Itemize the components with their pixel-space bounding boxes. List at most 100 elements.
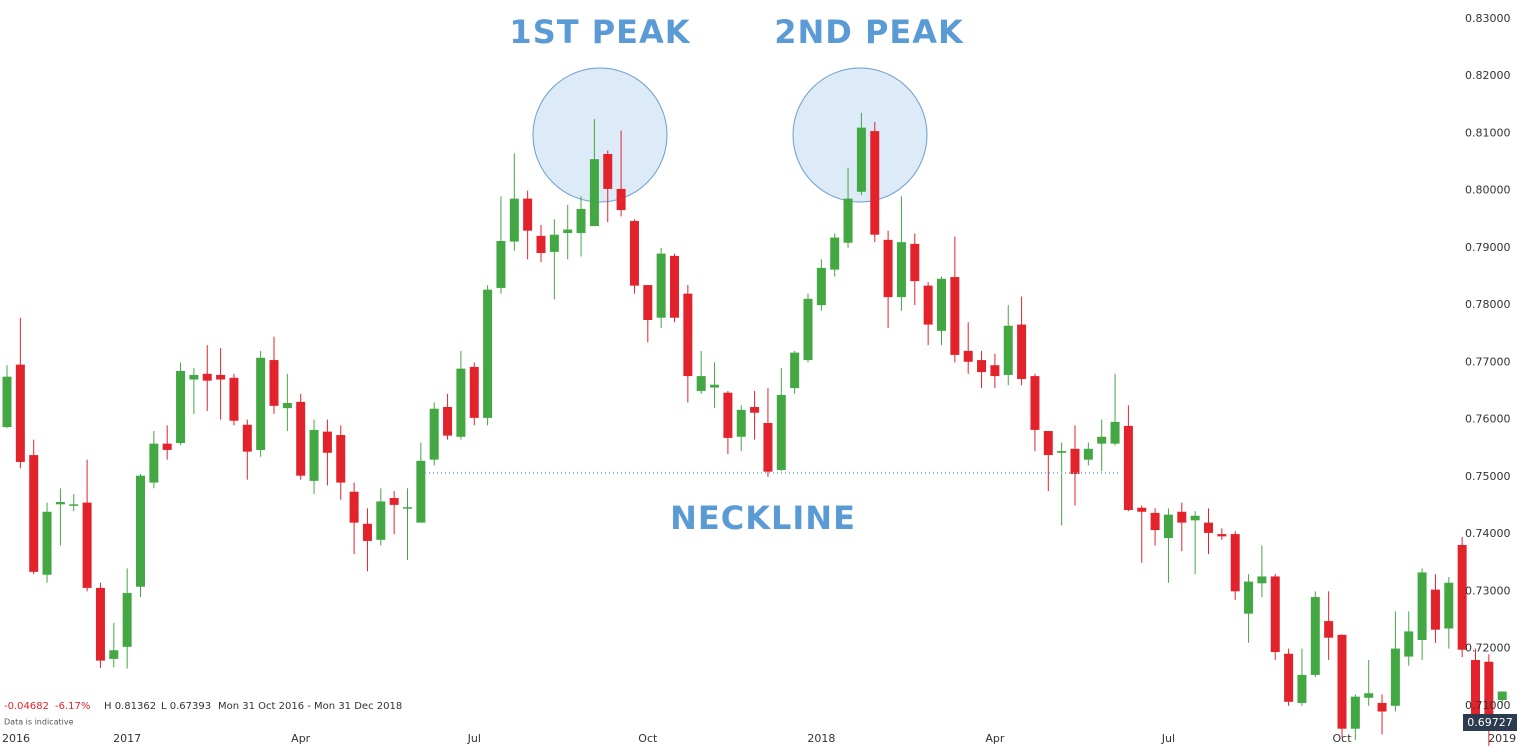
x-tick-label: Apr	[985, 732, 1005, 745]
candle-body	[416, 460, 426, 523]
y-tick-label: 0.79000	[1465, 241, 1511, 254]
candle-body	[282, 402, 292, 409]
info-range: Mon 31 Oct 2016 - Mon 31 Dec 2018	[218, 701, 402, 712]
candle-body	[176, 370, 186, 444]
candle-body	[1324, 621, 1334, 638]
candle-body	[977, 360, 987, 373]
x-tick-label: 2016	[2, 732, 30, 745]
candle-body	[2, 376, 12, 428]
candle-body	[603, 153, 613, 189]
candle-body	[256, 357, 266, 450]
y-tick-label: 0.80000	[1465, 184, 1511, 197]
candle-body	[1404, 631, 1414, 657]
candle-body	[456, 368, 466, 437]
candle-body	[683, 293, 693, 377]
candle-body	[1377, 702, 1387, 712]
candle-body	[1150, 512, 1160, 531]
candle-body	[536, 235, 546, 254]
candle-body	[362, 523, 372, 541]
x-tick-label: Oct	[1332, 732, 1352, 745]
candle-body	[736, 409, 746, 437]
x-tick-label: Jul	[1161, 732, 1175, 745]
candle-body	[29, 455, 39, 572]
candle-body	[1337, 634, 1347, 729]
candle-body	[149, 443, 159, 483]
candle-body	[1017, 324, 1027, 379]
candle-body	[990, 365, 1000, 377]
candle-body	[1244, 581, 1254, 614]
candle-body	[82, 502, 92, 588]
candle-body	[576, 208, 586, 233]
candle-body	[376, 501, 386, 540]
y-tick-label: 0.81000	[1465, 126, 1511, 139]
info-high: H 0.81362	[104, 701, 156, 712]
candle-body	[269, 360, 279, 406]
candle-body	[469, 366, 479, 418]
candle-body	[776, 394, 786, 470]
candle-body	[656, 253, 666, 318]
candle-body	[109, 650, 119, 659]
candle-body	[923, 285, 933, 325]
candle-body	[1297, 674, 1307, 703]
candle-body	[616, 188, 626, 211]
annotation: 1ST PEAK	[509, 13, 690, 51]
candle-body	[1204, 522, 1213, 533]
candle-body	[189, 374, 199, 380]
candle-body	[403, 507, 412, 509]
candle-body	[1310, 597, 1320, 675]
candle-body	[389, 498, 399, 505]
y-tick-label: 0.83000	[1465, 12, 1511, 25]
x-tick-label: 2017	[113, 732, 141, 745]
candle-body	[589, 159, 599, 227]
candle-body	[750, 407, 760, 413]
candle-body	[1003, 325, 1013, 375]
candle-body	[1257, 576, 1267, 584]
candle-body	[429, 408, 439, 460]
candle-body	[1070, 448, 1080, 474]
candle-body	[1497, 691, 1507, 701]
y-tick-label: 0.73000	[1465, 584, 1511, 597]
candle-body	[1043, 431, 1053, 456]
candle-body	[55, 502, 65, 505]
candle-body	[670, 255, 679, 318]
y-tick-label: 0.72000	[1465, 642, 1511, 655]
candle-body	[1123, 425, 1133, 511]
candle-body	[1137, 507, 1147, 512]
candle-body	[523, 198, 533, 231]
candle-body	[723, 392, 733, 438]
candle-body	[843, 198, 853, 243]
candle-body	[803, 298, 813, 361]
candle-body	[710, 384, 720, 388]
candle-body	[1444, 582, 1454, 629]
candle-body	[1350, 696, 1360, 729]
last-price: 0.69727	[1467, 716, 1513, 729]
candle-body	[1471, 660, 1480, 718]
candle-body	[763, 423, 773, 472]
candle-body	[229, 377, 239, 421]
candle-body	[483, 289, 493, 418]
candle-body	[349, 491, 359, 523]
candle-body	[95, 587, 105, 661]
candle-body	[496, 240, 506, 288]
candle-body	[1457, 544, 1467, 650]
candle-body	[1163, 514, 1173, 539]
candle-body	[1364, 693, 1374, 698]
candle-body	[1230, 534, 1240, 592]
candle-body	[1057, 451, 1067, 453]
candle-body	[963, 350, 973, 362]
candle-body	[242, 424, 252, 452]
candle-body	[830, 237, 840, 270]
x-tick-label: Apr	[291, 732, 311, 745]
candle-body	[202, 373, 212, 381]
info-note: Data is indicative	[4, 718, 74, 727]
info-low: L 0.67393	[161, 701, 211, 712]
annotation: NECKLINE	[670, 499, 856, 537]
candle-body	[950, 277, 960, 355]
candle-body	[162, 443, 172, 450]
candle-body	[216, 374, 226, 380]
candle-body	[509, 198, 519, 242]
candle-body	[1190, 515, 1200, 521]
y-tick-label: 0.77000	[1465, 355, 1511, 368]
candle-body	[1417, 572, 1427, 640]
